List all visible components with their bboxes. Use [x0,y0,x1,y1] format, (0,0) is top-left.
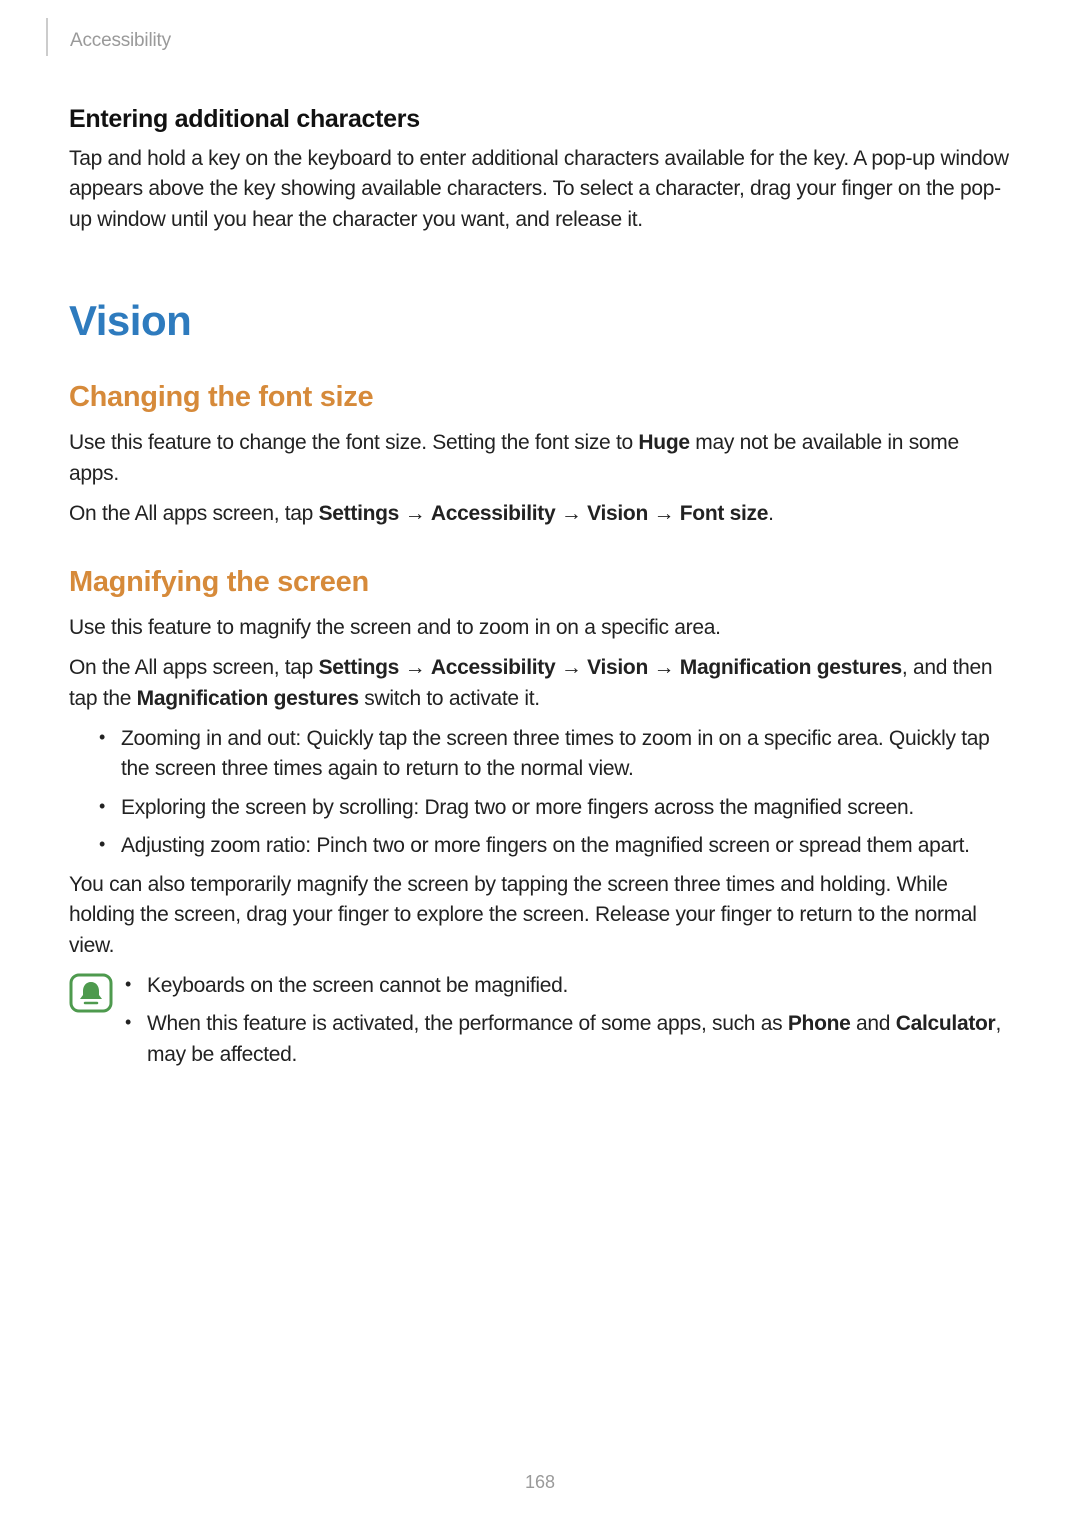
bold-text: Magnification gestures [137,687,359,710]
bell-icon [69,973,113,1013]
arrow-icon: → [405,656,426,679]
text-run: . [768,502,774,525]
note-bullet-list: Keyboards on the screen cannot be magnif… [125,971,1009,1078]
nav-path-item: Vision [587,502,648,525]
text-run: Use this feature to change the font size… [69,431,638,454]
arrow-icon: → [654,656,675,679]
bold-text: Phone [788,1012,851,1035]
body-text: Tap and hold a key on the keyboard to en… [69,144,1009,235]
list-item: Exploring the screen by scrolling: Drag … [99,793,1009,823]
nav-path-item: Settings [319,656,399,679]
section-heading-entering-chars: Entering additional characters [69,105,1009,134]
nav-path-item: Font size [680,502,768,525]
text-run: On the All apps screen, tap [69,656,319,679]
list-item: Zooming in and out: Quickly tap the scre… [99,724,1009,785]
arrow-icon: → [561,502,582,525]
manual-page: Accessibility Entering additional charac… [0,0,1080,1527]
h2-font-size: Changing the font size [69,381,1009,414]
text-run: switch to activate it. [359,687,540,710]
body-text: On the All apps screen, tap Settings → A… [69,653,1009,714]
body-text: Use this feature to change the font size… [69,428,1009,489]
bold-text: Huge [638,431,689,454]
body-text: You can also temporarily magnify the scr… [69,870,1009,961]
note-block: Keyboards on the screen cannot be magnif… [69,971,1009,1086]
page-number: 168 [0,1472,1080,1493]
bold-text: Calculator [896,1012,996,1035]
arrow-icon: → [654,502,675,525]
bullet-list: Zooming in and out: Quickly tap the scre… [69,724,1009,862]
nav-path-item: Magnification gestures [680,656,902,679]
h2-magnify: Magnifying the screen [69,566,1009,599]
header-separator [46,18,48,56]
list-item: When this feature is activated, the perf… [125,1009,1009,1070]
nav-path-item: Settings [319,502,399,525]
h1-vision: Vision [69,297,1009,345]
list-item: Keyboards on the screen cannot be magnif… [125,971,1009,1001]
text-run: On the All apps screen, tap [69,502,319,525]
arrow-icon: → [561,656,582,679]
page-content: Entering additional characters Tap and h… [69,105,1009,1086]
text-run: and [851,1012,896,1035]
nav-path-item: Accessibility [431,502,556,525]
body-text: Use this feature to magnify the screen a… [69,613,1009,643]
text-run: When this feature is activated, the perf… [147,1012,788,1035]
list-item: Adjusting zoom ratio: Pinch two or more … [99,831,1009,861]
nav-path-item: Accessibility [431,656,556,679]
breadcrumb: Accessibility [70,30,171,52]
body-text: On the All apps screen, tap Settings → A… [69,499,1009,529]
nav-path-item: Vision [587,656,648,679]
arrow-icon: → [405,502,426,525]
